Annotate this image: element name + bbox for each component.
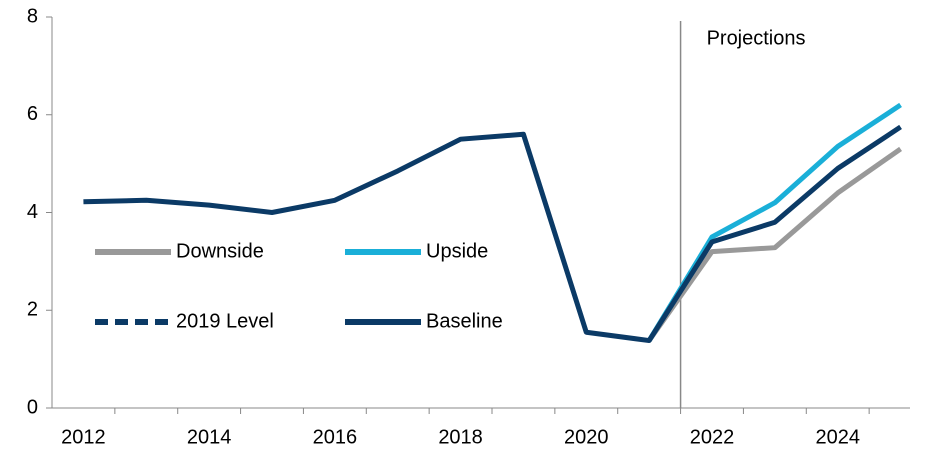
legend-label: 2019 Level xyxy=(176,310,274,332)
legend-label: Baseline xyxy=(426,310,503,332)
x-tick-label: 2018 xyxy=(438,426,483,448)
x-tick-label: 2022 xyxy=(690,426,735,448)
legend-label: Downside xyxy=(176,240,264,262)
series-line xyxy=(647,146,903,342)
x-tick-label: 2020 xyxy=(564,426,609,448)
y-tick-label: 8 xyxy=(27,5,38,27)
x-tick-label: 2016 xyxy=(313,426,358,448)
series-line xyxy=(83,124,902,344)
annotation: Projections xyxy=(707,27,806,49)
x-tick-label: 2024 xyxy=(815,426,860,448)
y-tick-label: 2 xyxy=(27,299,38,321)
y-tick-label: 0 xyxy=(27,396,38,418)
y-tick-label: 6 xyxy=(27,103,38,125)
y-tick-label: 4 xyxy=(27,201,38,223)
legend-label: Upside xyxy=(426,240,488,262)
x-tick-label: 2014 xyxy=(187,426,232,448)
x-tick-label: 2012 xyxy=(61,426,106,448)
